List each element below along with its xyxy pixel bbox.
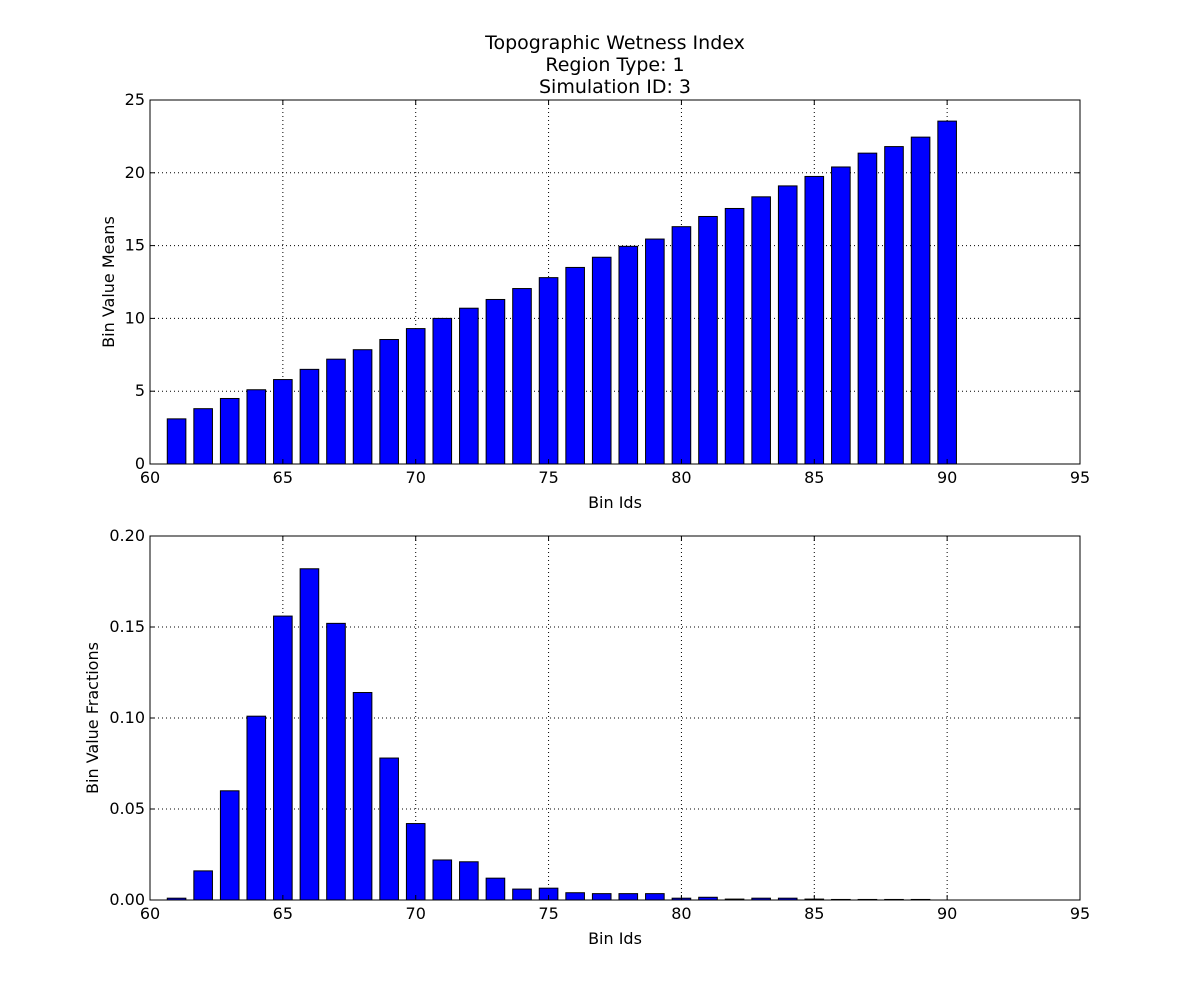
fractions-bar-69 xyxy=(379,757,399,901)
means-bar-64 xyxy=(246,389,267,465)
means-bar-71 xyxy=(432,317,453,465)
fractions-bar-66 xyxy=(299,568,320,901)
means-bar-69 xyxy=(379,339,399,465)
means-bar-84 xyxy=(777,185,798,465)
fractions-x-tick-label-0: 60 xyxy=(140,904,160,923)
means-bar-81 xyxy=(698,215,718,465)
means-bar-63 xyxy=(219,397,240,465)
fractions-x-axis-label: Bin Ids xyxy=(588,929,642,948)
means-bar-87 xyxy=(857,152,878,465)
fractions-x-tick-label-6: 90 xyxy=(937,904,957,923)
means-bar-65 xyxy=(273,379,293,465)
chart-title-line-1: Topographic Wetness Index xyxy=(484,32,745,54)
means-bar-78 xyxy=(618,245,639,465)
chart-title-line-3: Simulation ID: 3 xyxy=(539,76,691,98)
fractions-bar-65 xyxy=(273,615,293,901)
means-y-tick-label-3: 15 xyxy=(125,236,145,255)
means-bar-85 xyxy=(804,175,825,465)
fractions-chart-panel: 60 65 70 75 80 85 90 95 0.00 0.05 0.10 0.15 0.20 Bin … xyxy=(83,526,1090,948)
means-chart-panel: 60 65 70 75 80 85 90 95 0 5 10 15 20 25 Bin Ids Bin Val… xyxy=(99,90,1090,512)
means-bar-89 xyxy=(910,136,931,465)
fractions-bar-64 xyxy=(246,715,267,901)
fractions-bar-79 xyxy=(645,893,665,901)
means-bar-83 xyxy=(751,196,771,465)
fractions-y-tick-label-2: 0.10 xyxy=(109,708,145,727)
fractions-bar-76 xyxy=(565,892,585,901)
fractions-y-tick-label-4: 0.20 xyxy=(109,526,145,545)
fractions-bar-71 xyxy=(432,859,453,901)
means-x-tick-label-3: 75 xyxy=(538,468,558,487)
means-bar-62 xyxy=(193,408,213,465)
fractions-bar-68 xyxy=(352,692,373,901)
means-x-tick-label-0: 60 xyxy=(140,468,160,487)
fractions-x-tick-label-3: 75 xyxy=(538,904,558,923)
means-x-axis-label: Bin Ids xyxy=(588,493,642,512)
fractions-bar-70 xyxy=(405,823,426,901)
means-y-tick-label-4: 20 xyxy=(125,163,145,182)
means-x-tick-label-5: 85 xyxy=(804,468,824,487)
means-bar-67 xyxy=(326,358,346,465)
means-x-tick-label-6: 90 xyxy=(937,468,957,487)
means-bar-73 xyxy=(485,298,506,465)
fractions-y-axis-label: Bin Value Fractions xyxy=(83,642,102,794)
fractions-x-tick-label-5: 85 xyxy=(804,904,824,923)
fractions-bar-77 xyxy=(591,893,612,901)
fractions-y-tick-label-3: 0.15 xyxy=(109,617,145,636)
means-bar-70 xyxy=(405,328,426,465)
means-bar-79 xyxy=(645,238,665,465)
means-y-axis-label: Bin Value Means xyxy=(99,216,118,348)
means-x-tick-label-2: 70 xyxy=(406,468,426,487)
fractions-bar-62 xyxy=(193,870,213,901)
means-bar-66 xyxy=(299,368,320,465)
means-bar-72 xyxy=(459,307,479,465)
fractions-bar-67 xyxy=(326,622,346,901)
means-bar-86 xyxy=(831,166,851,465)
means-x-tick-label-7: 95 xyxy=(1070,468,1090,487)
fractions-bar-63 xyxy=(219,790,240,901)
fractions-x-tick-label-4: 80 xyxy=(671,904,691,923)
fractions-y-tick-label-1: 0.05 xyxy=(109,799,145,818)
means-bar-68 xyxy=(352,349,373,465)
means-y-tick-label-0: 0 xyxy=(135,454,145,473)
means-y-tick-label-2: 10 xyxy=(125,308,145,327)
fractions-bar-72 xyxy=(459,861,479,901)
fractions-bar-74 xyxy=(512,888,532,901)
means-bar-90 xyxy=(937,120,957,465)
fractions-bar-73 xyxy=(485,877,506,901)
fractions-y-tick-label-0: 0.00 xyxy=(109,890,145,909)
means-bar-77 xyxy=(591,256,612,465)
means-y-tick-label-5: 25 xyxy=(125,90,145,109)
means-bar-75 xyxy=(538,277,559,465)
means-x-tick-label-1: 65 xyxy=(273,468,293,487)
means-bar-88 xyxy=(884,146,904,465)
fractions-x-tick-label-7: 95 xyxy=(1070,904,1090,923)
chart-title-line-2: Region Type: 1 xyxy=(545,54,684,76)
means-bar-76 xyxy=(565,266,585,465)
means-x-tick-label-4: 80 xyxy=(671,468,691,487)
fractions-bar-78 xyxy=(618,893,639,901)
means-bar-74 xyxy=(512,288,532,465)
fractions-x-tick-label-2: 70 xyxy=(406,904,426,923)
means-bar-80 xyxy=(671,226,692,465)
means-plot-frame xyxy=(149,99,1081,465)
means-bar-82 xyxy=(724,207,745,465)
means-y-tick-label-1: 5 xyxy=(135,381,145,400)
means-bar-61 xyxy=(166,418,187,465)
fractions-x-tick-label-1: 65 xyxy=(273,904,293,923)
